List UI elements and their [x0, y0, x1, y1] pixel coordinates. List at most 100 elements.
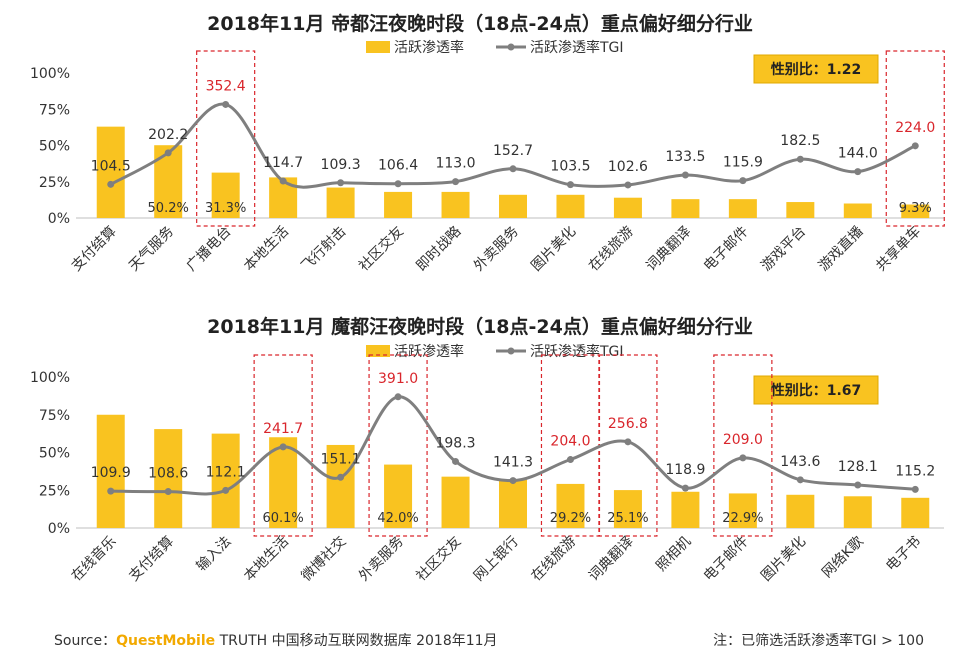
- chart2-category-label: 外卖服务: [356, 534, 407, 585]
- chart2-tgi-value-label: 204.0: [550, 434, 590, 450]
- chart1-category-label: 即时战略: [413, 224, 464, 275]
- chart1-category-label: 支付结算: [69, 224, 120, 275]
- chart2-category-label: 网上银行: [471, 534, 522, 585]
- chart2-category-label: 微博社交: [298, 533, 350, 585]
- chart1-category-label: 本地生活: [241, 224, 292, 275]
- chart1-legend-line-label: 活跃渗透率TGI: [530, 39, 624, 56]
- chart2-bar-value-label: 25.1%: [607, 511, 648, 526]
- chart1-category-label: 游戏直播: [815, 223, 867, 275]
- chart1-title: 2018年11月 帝都汪夜晚时段（18点-24点）重点偏好细分行业: [207, 12, 753, 35]
- chart2-ytick-label: 100%: [30, 370, 70, 386]
- chart2-bar-value-label: 60.1%: [262, 511, 303, 526]
- chart1-category-label: 词典翻译: [643, 224, 694, 275]
- chart2-tgi-point: [164, 488, 172, 496]
- chart2-tgi-point: [624, 438, 632, 446]
- chart1-ytick-label: 0%: [48, 211, 70, 227]
- chart2-bar: [154, 429, 183, 528]
- chart2-category-label: 照相机: [653, 534, 694, 575]
- chart2-ytick-label: 0%: [48, 521, 70, 537]
- chart2-tgi-value-label: 108.6: [148, 466, 188, 482]
- chart2-ytick-label: 50%: [39, 446, 70, 462]
- chart1-bar-value-label: 9.3%: [899, 201, 932, 216]
- chart2-bar: [556, 483, 585, 528]
- chart2-bar: [499, 479, 527, 528]
- source-note: Source：QuestMobile TRUTH 中国移动互联网数据库 2018…: [54, 630, 498, 650]
- chart1-category-label: 社区交友: [355, 223, 407, 275]
- chart1-tgi-value-label: 152.7: [493, 143, 533, 159]
- chart1-tgi-point: [337, 179, 345, 187]
- chart2-category-label: 在线音乐: [68, 533, 120, 585]
- chart1-tgi-point: [107, 180, 115, 188]
- chart2-category-label: 图片美化: [758, 534, 809, 585]
- chart2-category-label: 词典翻译: [586, 534, 637, 585]
- chart2-highlight-box: [253, 354, 313, 537]
- chart2-category-label: 本地生活: [241, 534, 292, 585]
- chart2-category-label: 网络K歌: [819, 534, 867, 582]
- chart2-gender-ratio-badge-bg: [753, 375, 879, 405]
- chart2-tgi-point: [509, 477, 517, 485]
- chart1-tgi-point: [739, 177, 747, 185]
- chart1-tgi-point: [624, 181, 632, 189]
- chart1-legend-bar-swatch: [366, 41, 390, 53]
- chart2-highlight-box: [713, 354, 773, 537]
- chart1-bar: [441, 191, 470, 218]
- chart2-legend-bar-label: 活跃渗透率: [394, 343, 464, 360]
- chart2-category-label: 社区交友: [413, 533, 465, 585]
- chart1-category-label: 广播电台: [184, 224, 235, 275]
- chart2-bar: [786, 494, 815, 528]
- chart2-ytick-label: 75%: [39, 408, 70, 424]
- chart1-category-label: 天气服务: [126, 224, 177, 275]
- chart1-bar: [556, 194, 585, 218]
- chart1-tgi-value-label: 182.5: [780, 133, 820, 149]
- chart1-tgi-point: [394, 180, 402, 188]
- chart2-tgi-point: [566, 456, 574, 464]
- chart1-bar: [901, 204, 930, 218]
- chart2-tgi-value-label: 143.6: [780, 454, 820, 470]
- chart1-tgi-line: [110, 102, 916, 189]
- chart2-legend-line-label: 活跃渗透率TGI: [530, 343, 624, 360]
- chart1-bar: [613, 197, 642, 218]
- chart1-tgi-value-label: 352.4: [206, 78, 246, 94]
- chart1-category-label: 图片美化: [528, 224, 579, 275]
- chart1-bar: [843, 203, 872, 218]
- chart1-bar: [671, 199, 700, 218]
- chart1-category-label: 电子邮件: [701, 224, 752, 275]
- chart2-bar: [613, 490, 642, 528]
- chart2-bar: [269, 437, 298, 528]
- chart1-legend-bar-label: 活跃渗透率: [394, 39, 464, 56]
- chart2-tgi-value-label: 241.7: [263, 421, 303, 437]
- chart1-tgi-point: [452, 178, 460, 186]
- chart2-bar: [211, 433, 240, 528]
- chart1-tgi-point: [509, 165, 517, 173]
- chart1-tgi-value-label: 133.5: [665, 149, 705, 165]
- chart1-tgi-point: [279, 177, 287, 185]
- chart2-title: 2018年11月 魔都汪夜晚时段（18点-24点）重点偏好细分行业: [207, 315, 753, 338]
- chart2-tgi-value-label: 118.9: [665, 462, 705, 478]
- chart2-tgi-point: [854, 481, 862, 489]
- chart2-tgi-point: [739, 454, 747, 462]
- chart1-bar: [211, 172, 240, 218]
- chart2-tgi-point: [394, 393, 402, 401]
- chart2-tgi-value-label: 209.0: [723, 432, 763, 448]
- chart2-tgi-point: [452, 457, 460, 465]
- chart2-highlight-box: [368, 354, 428, 537]
- chart2-tgi-point: [279, 443, 287, 451]
- chart2-legend-line-marker: [507, 347, 515, 355]
- chart1-legend-line-marker: [507, 43, 515, 51]
- chart1-ytick-label: 100%: [30, 66, 70, 82]
- chart1-bar: [326, 187, 355, 218]
- chart2-bar: [96, 414, 125, 528]
- chart2-bar: [671, 491, 700, 528]
- chart2-tgi-value-label: 256.8: [608, 416, 648, 432]
- chart1-bar-value-label: 31.3%: [205, 201, 246, 216]
- filter-note: 注：已筛选活跃渗透率TGI > 100: [713, 633, 924, 649]
- chart2-bar: [326, 444, 355, 528]
- chart2-category-label: 电子邮件: [701, 534, 752, 585]
- chart1-ytick-label: 50%: [39, 139, 70, 155]
- chart1-category-label: 在线旅游: [586, 224, 637, 275]
- chart1-ytick-label: 25%: [39, 175, 70, 191]
- chart1-highlight-box: [196, 50, 256, 227]
- chart1-bar-value-label: 50.2%: [148, 201, 189, 216]
- chart1-bar: [96, 126, 125, 218]
